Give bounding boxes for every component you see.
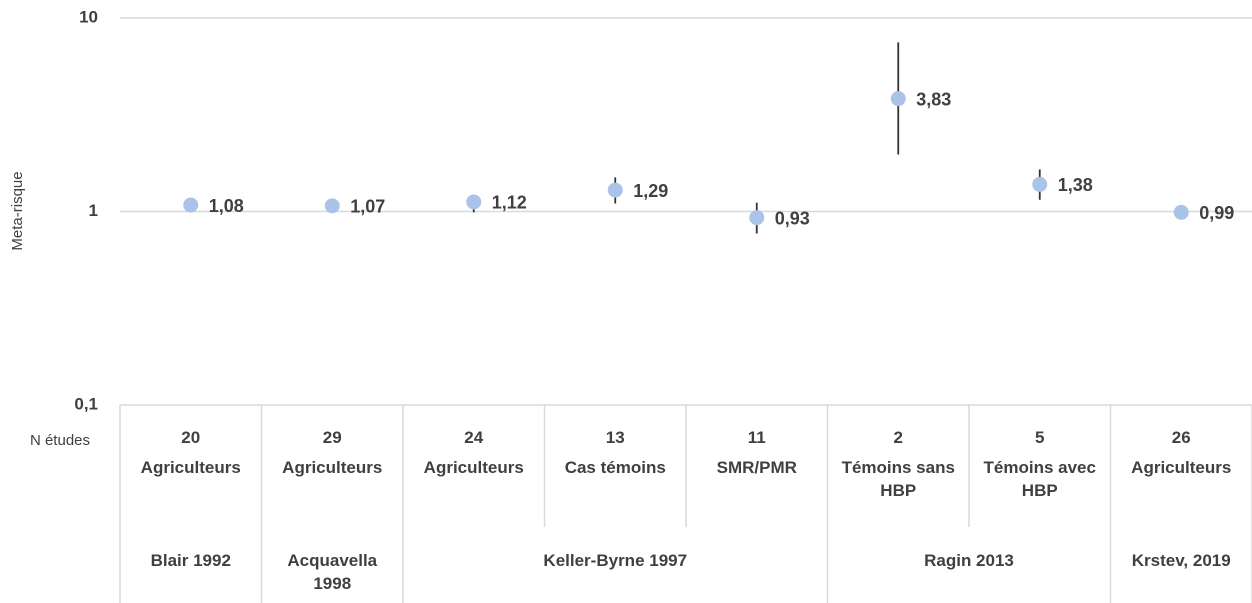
category-label: Agriculteurs bbox=[423, 458, 524, 477]
point bbox=[324, 198, 340, 214]
study-label: Ragin 2013 bbox=[924, 551, 1014, 570]
study-label: Krstev, 2019 bbox=[1131, 551, 1231, 570]
study-label: Keller-Byrne 1997 bbox=[543, 551, 688, 570]
n-studies: 13 bbox=[605, 428, 625, 447]
point bbox=[1032, 176, 1048, 192]
data-label: 0,99 bbox=[1199, 203, 1234, 223]
y-tick-label: 0,1 bbox=[74, 394, 98, 413]
y-tick-label: 10 bbox=[79, 7, 98, 26]
point bbox=[607, 182, 623, 198]
n-label: N études bbox=[30, 432, 90, 449]
y-tick-label: 1 bbox=[89, 201, 98, 220]
category-label: Agriculteurs bbox=[1131, 458, 1232, 477]
n-studies: 2 bbox=[893, 428, 903, 447]
study-label: Acquavella 1998 bbox=[287, 551, 378, 593]
data-label: 1,29 bbox=[633, 181, 668, 201]
point bbox=[466, 194, 482, 210]
data-label: 3,83 bbox=[916, 89, 951, 109]
point bbox=[183, 197, 199, 213]
y-axis-title: Meta-risque bbox=[9, 171, 26, 250]
point bbox=[1173, 204, 1189, 220]
category-label: Témoins sans HBP bbox=[841, 458, 955, 500]
n-studies: 26 bbox=[1171, 428, 1191, 447]
n-studies: 24 bbox=[464, 428, 484, 447]
n-studies: 5 bbox=[1035, 428, 1045, 447]
category-label: Témoins avec HBP bbox=[983, 458, 1096, 500]
point bbox=[749, 210, 765, 226]
data-label: 1,07 bbox=[350, 197, 385, 217]
n-studies: 20 bbox=[181, 428, 201, 447]
category-label: Agriculteurs bbox=[140, 458, 241, 477]
category-label: SMR/PMR bbox=[716, 458, 797, 477]
study-label: Blair 1992 bbox=[150, 551, 231, 570]
data-label: 1,12 bbox=[492, 193, 527, 213]
data-label: 1,08 bbox=[209, 196, 244, 216]
data-label: 0,93 bbox=[775, 208, 810, 228]
category-label: Agriculteurs bbox=[282, 458, 383, 477]
n-studies: 11 bbox=[747, 428, 766, 447]
n-studies: 29 bbox=[322, 428, 342, 447]
category-label: Cas témoins bbox=[564, 458, 666, 477]
point bbox=[890, 91, 906, 107]
data-label: 1,38 bbox=[1058, 175, 1093, 195]
